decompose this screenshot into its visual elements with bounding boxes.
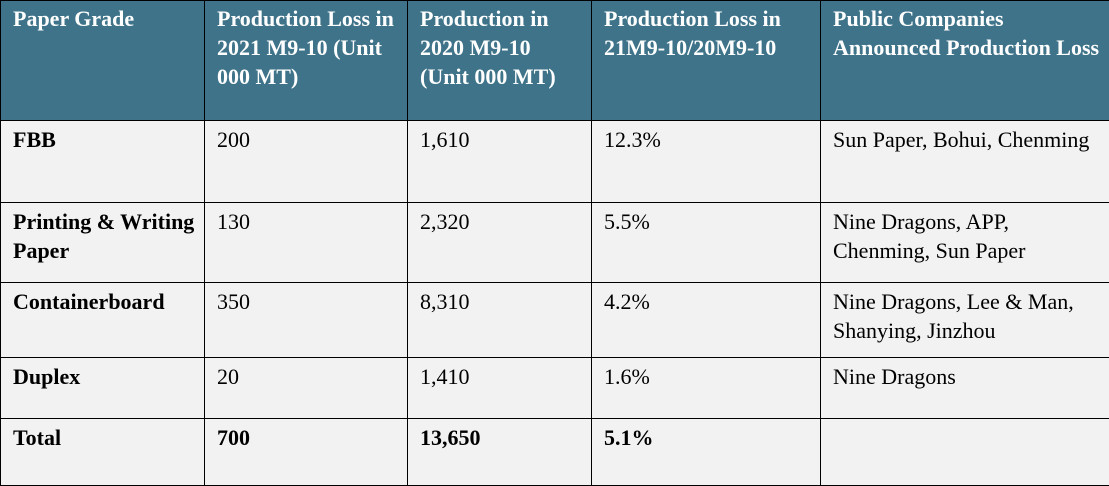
cell-loss-ratio: 12.3%: [592, 121, 821, 203]
cell-production-2020: 2,320: [408, 203, 592, 283]
header-paper-grade: Paper Grade: [1, 1, 205, 121]
cell-production-2020: 1,610: [408, 121, 592, 203]
cell-loss-2021: 130: [205, 203, 408, 283]
cell-paper-grade: Total: [1, 419, 205, 486]
cell-loss-ratio: 5.1%: [592, 419, 821, 486]
cell-production-2020: 8,310: [408, 283, 592, 358]
table-header-row: Paper Grade Production Loss in 2021 M9-1…: [1, 1, 1109, 121]
cell-paper-grade: Printing & Writing Paper: [1, 203, 205, 283]
cell-loss-2021: 200: [205, 121, 408, 203]
header-production-2020: Production in 2020 M9-10 (Unit 000 MT): [408, 1, 592, 121]
cell-production-2020: 1,410: [408, 358, 592, 419]
cell-paper-grade: Duplex: [1, 358, 205, 419]
table-row: Printing & Writing Paper 130 2,320 5.5% …: [1, 203, 1109, 283]
cell-companies: Nine Dragons, Lee & Man, Shanying, Jinzh…: [821, 283, 1109, 358]
cell-companies: Nine Dragons, APP, Chenming, Sun Paper: [821, 203, 1109, 283]
header-public-companies: Public Companies Announced Production Lo…: [821, 1, 1109, 121]
cell-paper-grade: Containerboard: [1, 283, 205, 358]
cell-companies: Sun Paper, Bohui, Chenming: [821, 121, 1109, 203]
cell-companies: [821, 419, 1109, 486]
cell-production-2020: 13,650: [408, 419, 592, 486]
table-row: Duplex 20 1,410 1.6% Nine Dragons: [1, 358, 1109, 419]
cell-loss-2021: 700: [205, 419, 408, 486]
cell-paper-grade: FBB: [1, 121, 205, 203]
table-row-total: Total 700 13,650 5.1%: [1, 419, 1109, 486]
cell-loss-2021: 20: [205, 358, 408, 419]
cell-loss-2021: 350: [205, 283, 408, 358]
table-row: Containerboard 350 8,310 4.2% Nine Drago…: [1, 283, 1109, 358]
cell-loss-ratio: 4.2%: [592, 283, 821, 358]
table-row: FBB 200 1,610 12.3% Sun Paper, Bohui, Ch…: [1, 121, 1109, 203]
cell-loss-ratio: 5.5%: [592, 203, 821, 283]
cell-companies: Nine Dragons: [821, 358, 1109, 419]
header-production-loss-2021: Production Loss in 2021 M9-10 (Unit 000 …: [205, 1, 408, 121]
header-production-loss-ratio: Production Loss in 21M9-10/20M9-10: [592, 1, 821, 121]
cell-loss-ratio: 1.6%: [592, 358, 821, 419]
